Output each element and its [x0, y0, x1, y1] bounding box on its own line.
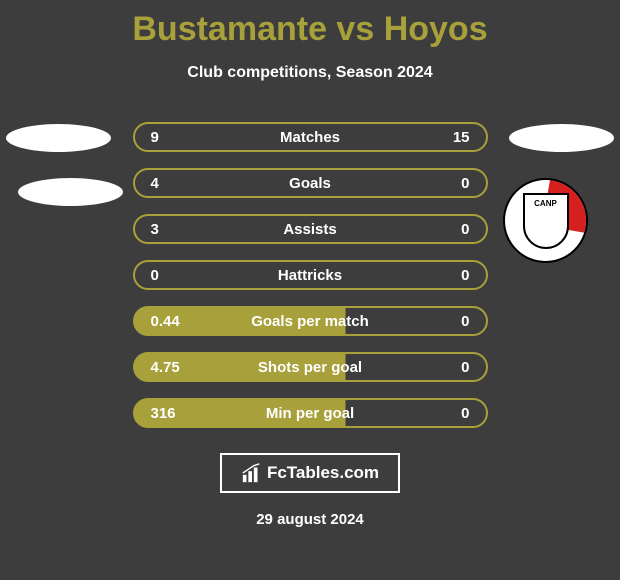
stat-value-left: 0 [151, 267, 159, 284]
player-avatar-left-2 [18, 178, 123, 206]
club-badge-shield: CANP [523, 193, 569, 249]
fctables-logo: FcTables.com [220, 453, 400, 493]
player-avatar-left-1 [6, 124, 111, 152]
stat-row: 316 Min per goal 0 [133, 398, 488, 428]
stat-row: 0.44 Goals per match 0 [133, 306, 488, 336]
stat-row: 9 Matches 15 [133, 122, 488, 152]
stat-row: 4 Goals 0 [133, 168, 488, 198]
stat-row: 0 Hattricks 0 [133, 260, 488, 290]
stat-label: Goals per match [251, 313, 369, 330]
stat-value-left: 9 [151, 129, 159, 146]
player-avatar-right-1 [509, 124, 614, 152]
stat-row: 3 Assists 0 [133, 214, 488, 244]
stat-label: Assists [283, 221, 336, 238]
stat-label: Hattricks [278, 267, 342, 284]
stat-value-right: 0 [461, 405, 469, 422]
stat-value-left: 4.75 [151, 359, 180, 376]
club-badge-text: CANP [534, 199, 557, 208]
stat-row: 4.75 Shots per goal 0 [133, 352, 488, 382]
stat-value-right: 0 [461, 175, 469, 192]
stat-value-right: 0 [461, 221, 469, 238]
stat-label: Matches [280, 129, 340, 146]
stat-value-right: 0 [461, 313, 469, 330]
page-title: Bustamante vs Hoyos [0, 0, 620, 49]
stat-value-right: 15 [453, 129, 470, 146]
stat-label: Min per goal [266, 405, 354, 422]
date-label: 29 august 2024 [0, 511, 620, 528]
club-badge-right: CANP [503, 178, 588, 263]
stat-value-left: 316 [151, 405, 176, 422]
stat-value-right: 0 [461, 359, 469, 376]
stat-value-left: 0.44 [151, 313, 180, 330]
page-subtitle: Club competitions, Season 2024 [0, 64, 620, 82]
stat-label: Goals [289, 175, 331, 192]
fctables-text: FcTables.com [267, 463, 379, 483]
stat-value-left: 4 [151, 175, 159, 192]
stat-label: Shots per goal [258, 359, 362, 376]
chart-icon [241, 462, 263, 484]
stat-value-right: 0 [461, 267, 469, 284]
stat-value-left: 3 [151, 221, 159, 238]
stats-container: 9Matches154Goals03Assists00Hattricks00.4… [0, 122, 620, 428]
